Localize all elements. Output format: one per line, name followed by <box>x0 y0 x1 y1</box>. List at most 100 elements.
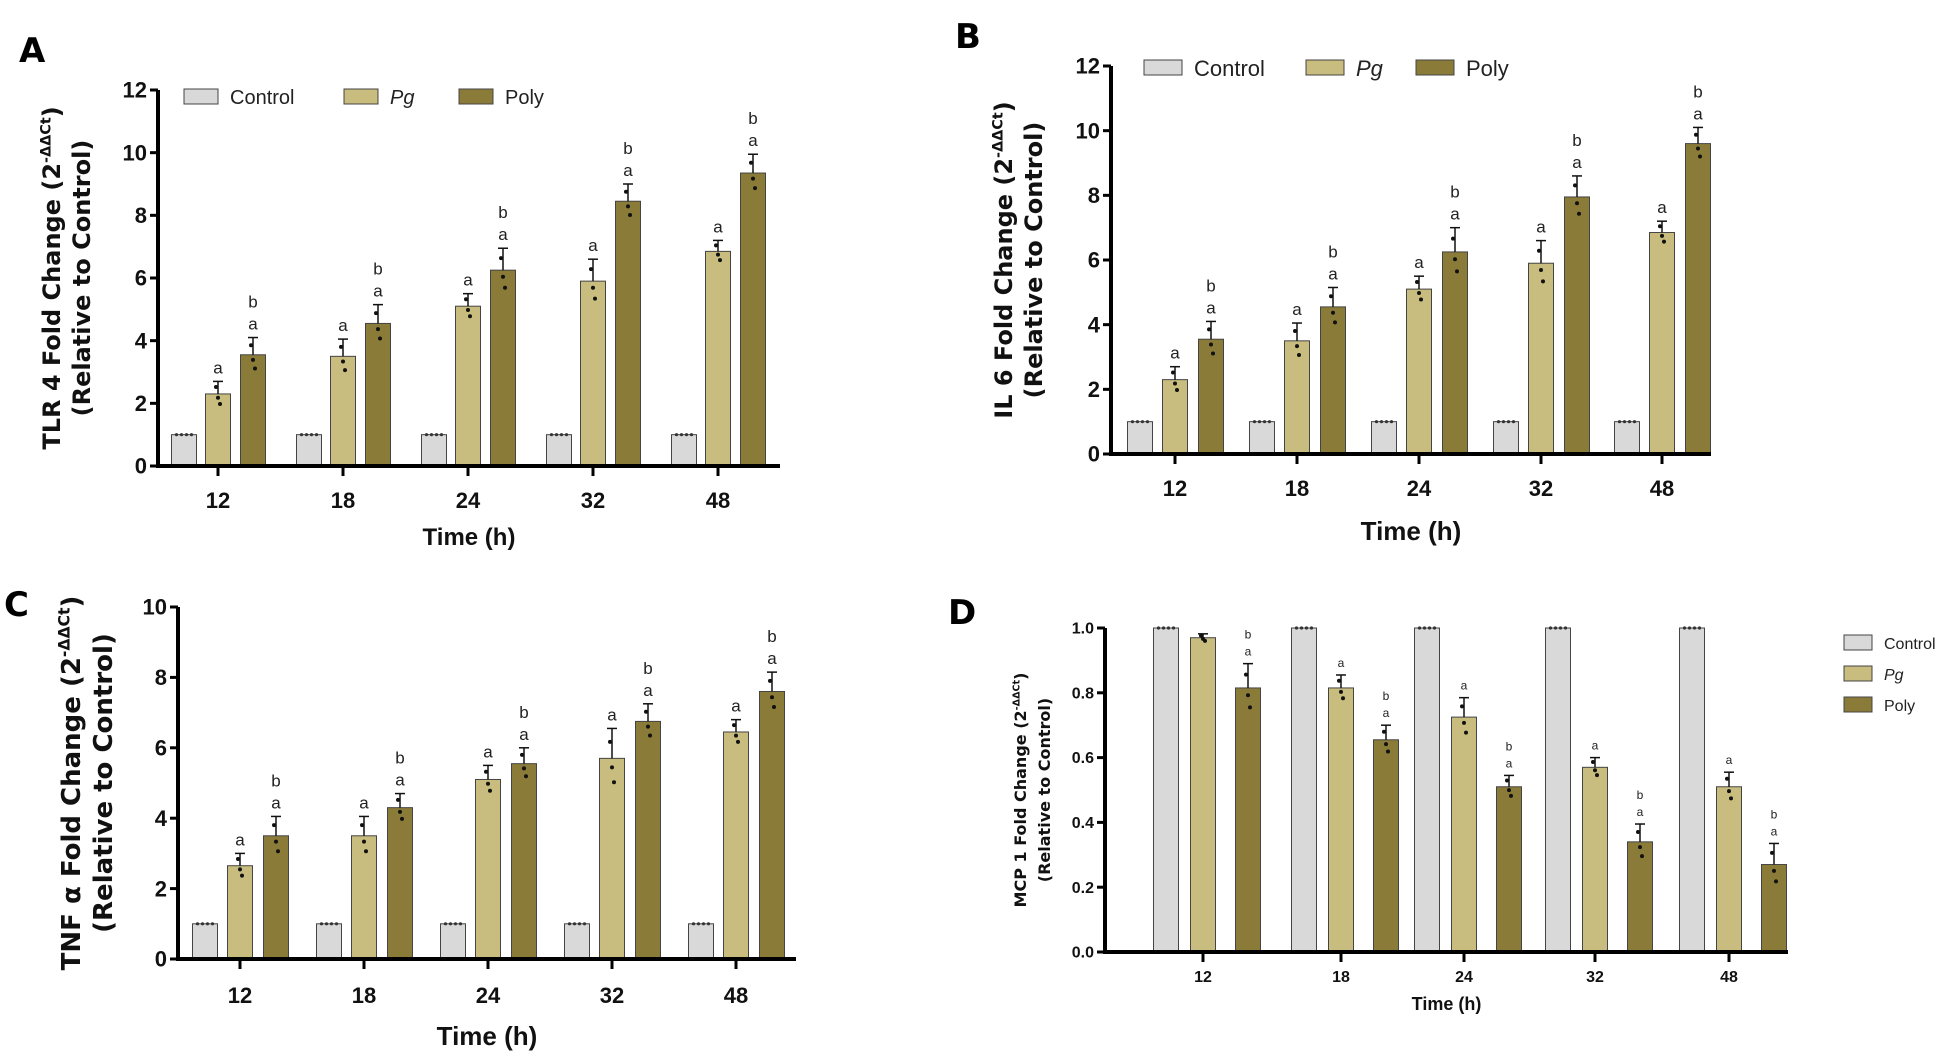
bar-control-18 <box>1249 421 1275 455</box>
bar-pg-48 <box>705 250 731 467</box>
legend-label-poly: Poly <box>1884 698 1915 715</box>
data-point <box>1509 793 1513 798</box>
x-axis-title: Time (h) <box>1412 994 1482 1014</box>
data-point <box>1696 146 1700 151</box>
data-point <box>1417 290 1421 295</box>
y-tick-label: 8 <box>135 203 147 228</box>
data-point <box>468 314 472 319</box>
y-axis-title-text: MCP 1 Fold Change (2 <box>1011 710 1030 907</box>
data-point <box>1501 420 1506 424</box>
significance-label: a <box>1245 645 1252 659</box>
data-point <box>564 433 569 437</box>
significance-label: b <box>1506 739 1513 753</box>
data-point <box>324 922 329 926</box>
bar-poly-24 <box>490 269 516 467</box>
y-tick-label: 10 <box>143 595 167 620</box>
legend-swatch-control <box>1143 59 1183 76</box>
bar-pg-32 <box>599 757 625 960</box>
y-axis-title-text: TLR 4 Fold Change (2 <box>38 163 66 450</box>
significance-label: a <box>1338 656 1345 670</box>
bar-poly-32 <box>615 200 641 467</box>
y-tick-label: 0.0 <box>1072 945 1094 962</box>
data-point <box>1427 626 1432 630</box>
legend-label-pg: Pg <box>1884 667 1904 684</box>
data-point <box>1558 626 1563 630</box>
significance-label: a <box>713 217 723 236</box>
y-axis-title-superscript: -ΔΔCt <box>1012 679 1023 710</box>
data-point <box>464 297 468 302</box>
significance-label: a <box>643 681 653 700</box>
data-point <box>714 243 718 248</box>
y-tick-label: 0.8 <box>1072 685 1094 702</box>
data-point <box>1140 420 1145 424</box>
bar-control-18 <box>316 923 342 960</box>
significance-label: a <box>498 225 508 244</box>
data-point <box>522 766 526 771</box>
bar-control-48 <box>1614 421 1640 455</box>
data-point <box>1211 351 1215 356</box>
data-point <box>1389 420 1394 424</box>
y-axis-title-line1: TLR 4 Fold Change (2-ΔΔCt) <box>38 106 66 449</box>
y-axis-title-close: ) <box>1011 673 1030 680</box>
bar-poly-18 <box>365 322 391 467</box>
data-point <box>1248 705 1252 710</box>
data-point <box>466 307 470 312</box>
data-point <box>1774 879 1778 884</box>
bar-control-12 <box>1153 627 1179 953</box>
bar-pg-12 <box>1162 379 1188 455</box>
data-point <box>195 922 200 926</box>
data-point <box>734 733 738 738</box>
bar-control-32 <box>564 923 590 960</box>
y-axis-title-line2: (Relative to Control) <box>68 140 96 417</box>
significance-label: b <box>643 659 652 678</box>
bar-poly-18 <box>1320 306 1346 455</box>
data-point <box>1455 269 1459 274</box>
data-point <box>1553 626 1558 630</box>
y-tick-label: 0.6 <box>1072 750 1094 767</box>
y-axis-title-text: TNF α Fold Change (2 <box>57 657 87 970</box>
significance-label: a <box>338 316 348 335</box>
bar-poly-12 <box>263 835 289 960</box>
legend-label-pg: Pg <box>390 87 414 109</box>
data-point <box>1386 749 1390 754</box>
data-point <box>1293 329 1297 334</box>
bar-pg-24 <box>1406 288 1432 455</box>
data-point <box>429 433 434 437</box>
data-point <box>589 267 593 272</box>
significance-label: b <box>1771 807 1778 821</box>
legend-swatch-control <box>183 88 219 105</box>
data-point <box>577 922 582 926</box>
bar-poly-24 <box>1442 251 1468 455</box>
bar-control-32 <box>546 434 572 467</box>
significance-label: a <box>748 131 758 150</box>
y-tick-label: 2 <box>135 391 147 416</box>
significance-label: a <box>1450 205 1460 224</box>
y-axis-title-line2: (Relative to Control) <box>1020 122 1048 399</box>
data-point <box>499 256 503 261</box>
data-point <box>1662 239 1666 244</box>
significance-label: b <box>1206 276 1215 295</box>
bar-pg-12 <box>1190 637 1216 953</box>
data-point <box>488 788 492 793</box>
data-point <box>1331 310 1335 315</box>
legend-label-pg: Pg <box>1356 56 1384 81</box>
data-point <box>1417 626 1422 630</box>
data-point <box>1727 789 1731 794</box>
data-point <box>1638 845 1642 850</box>
data-point <box>374 311 378 316</box>
data-point <box>236 856 240 861</box>
significance-label: a <box>731 697 741 716</box>
data-point <box>1379 420 1384 424</box>
data-point <box>1658 224 1662 229</box>
data-point <box>1729 796 1733 801</box>
bar-poly-48 <box>740 172 766 467</box>
significance-label: a <box>607 705 617 724</box>
significance-label: a <box>1383 706 1390 720</box>
data-point <box>1419 297 1423 302</box>
data-point <box>1257 420 1262 424</box>
data-point <box>396 797 400 802</box>
data-point <box>448 922 453 926</box>
data-point <box>1687 626 1692 630</box>
bar-pg-18 <box>1284 340 1310 455</box>
data-point <box>648 733 652 738</box>
